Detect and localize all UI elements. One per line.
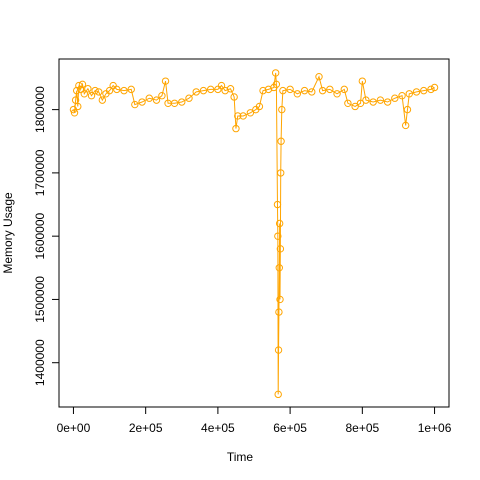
data-point — [152, 96, 161, 104]
data-point — [192, 88, 200, 96]
data-point — [412, 88, 421, 96]
data-point — [391, 94, 399, 102]
data-point — [369, 98, 377, 106]
y-tick-label: 1400000 — [33, 339, 47, 386]
data-point — [430, 83, 439, 92]
data-point — [276, 295, 284, 304]
data-point — [274, 232, 282, 240]
data-point — [71, 96, 80, 104]
data-point — [275, 308, 283, 316]
data-point — [95, 88, 103, 96]
data-point — [161, 77, 170, 85]
data-point — [362, 96, 370, 104]
data-point — [356, 99, 365, 107]
data-point — [70, 109, 79, 117]
data-point — [293, 90, 302, 98]
data-point — [326, 85, 334, 94]
data-point — [273, 200, 282, 209]
data-point — [308, 88, 316, 96]
data-point — [286, 85, 294, 94]
y-tick-label: 1800000 — [33, 86, 47, 133]
data-point — [358, 77, 367, 85]
data-point — [333, 90, 341, 98]
data-point — [98, 96, 107, 104]
data-point — [318, 86, 327, 95]
data-point — [276, 245, 285, 253]
data-point — [274, 346, 283, 354]
data-point — [113, 85, 121, 94]
data-point — [274, 390, 282, 399]
data-line — [72, 72, 435, 395]
data-point — [277, 169, 285, 177]
x-tick-label: 4e+05 — [201, 421, 235, 435]
data-point — [239, 112, 247, 120]
data-point — [105, 86, 114, 95]
data-point — [405, 90, 413, 98]
data-point — [383, 98, 392, 106]
data-point — [199, 86, 208, 95]
x-tick-label: 8e+05 — [345, 421, 379, 435]
data-point — [278, 105, 286, 114]
data-point — [131, 100, 139, 109]
x-tick-label: 2e+05 — [129, 421, 163, 435]
data-point — [76, 85, 85, 94]
data-point — [259, 86, 267, 95]
x-tick-label: 6e+05 — [273, 421, 307, 435]
data-point — [246, 109, 255, 117]
data-point — [376, 96, 385, 104]
data-point — [158, 91, 166, 100]
data-point — [403, 105, 412, 114]
data-point — [145, 94, 153, 102]
data-point — [80, 90, 88, 98]
x-tick-label: 1e+06 — [418, 421, 452, 435]
data-point — [72, 86, 81, 95]
y-tick-label: 1500000 — [33, 276, 47, 323]
data-point — [178, 98, 186, 106]
data-point — [78, 80, 87, 89]
x-axis-label: Time — [227, 450, 254, 464]
data-point — [230, 93, 238, 101]
data-point — [206, 85, 215, 94]
data-point — [170, 99, 179, 107]
data-point — [420, 86, 428, 95]
x-tick-label: 0e+00 — [57, 421, 91, 435]
data-point — [300, 86, 309, 95]
data-point — [84, 85, 92, 93]
data-point — [340, 85, 348, 94]
y-tick-label: 1600000 — [33, 212, 47, 259]
data-point — [91, 86, 99, 95]
data-point — [344, 99, 352, 107]
data-point — [217, 81, 226, 90]
data-point — [279, 86, 287, 95]
data-point — [255, 102, 264, 111]
data-point — [120, 86, 128, 95]
data-point — [226, 85, 235, 93]
data-point — [271, 69, 280, 77]
data-point — [275, 264, 283, 272]
data-point — [398, 91, 406, 100]
data-point — [74, 102, 82, 111]
data-point — [87, 91, 96, 100]
data-point — [351, 102, 359, 111]
data-point — [272, 80, 281, 89]
data-point — [315, 73, 323, 81]
data-point — [234, 112, 242, 120]
data-point — [401, 121, 410, 130]
data-point — [232, 124, 240, 133]
data-point — [277, 137, 285, 145]
data-point — [138, 98, 146, 106]
y-axis-label: Memory Usage — [1, 192, 15, 274]
data-point — [275, 219, 284, 228]
data-point — [185, 94, 193, 102]
y-tick-label: 1700000 — [33, 149, 47, 196]
data-point — [427, 85, 435, 94]
data-point — [127, 85, 135, 94]
data-point — [75, 81, 83, 90]
